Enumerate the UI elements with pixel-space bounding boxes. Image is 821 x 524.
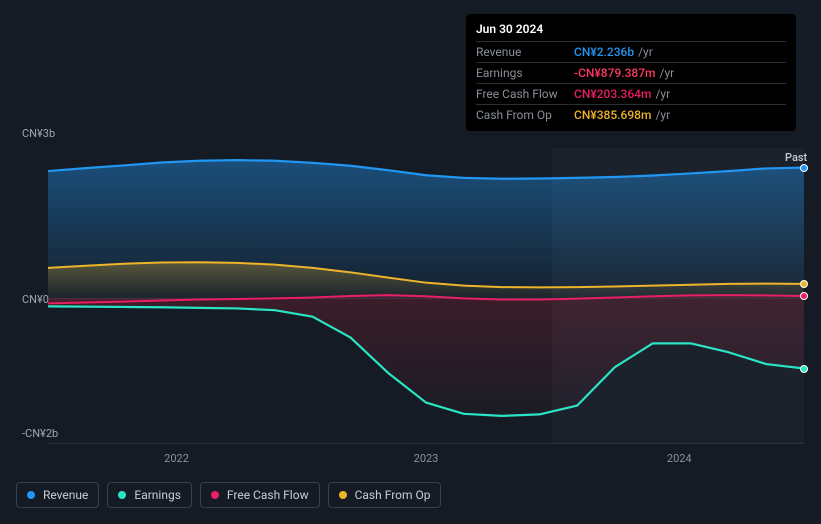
legend-item-label: Revenue [43,488,88,502]
legend-item-label: Free Cash Flow [227,488,309,502]
legend-dot-icon [118,491,126,499]
tooltip-row-unit: /yr [655,87,670,101]
series-end-marker [800,280,808,288]
legend-dot-icon [211,491,219,499]
series-end-marker [800,365,808,373]
past-label: Past [785,151,807,164]
tooltip-row-label: Revenue [476,45,574,59]
tooltip-row-label: Free Cash Flow [476,87,574,101]
tooltip-row-value: CN¥385.698m [574,108,651,122]
tooltip-row-unit: /yr [638,45,653,59]
x-axis-tick: 2024 [667,452,692,465]
series-end-marker [800,164,808,172]
legend-item-earnings[interactable]: Earnings [107,482,192,508]
chart-plot-area[interactable] [48,148,804,444]
tooltip-title: Jun 30 2024 [476,20,786,41]
legend: Revenue Earnings Free Cash Flow Cash From O… [16,482,441,508]
tooltip-row: Cash From Op CN¥385.698m /yr [476,104,786,125]
tooltip-row-unit: /yr [655,108,670,122]
legend-dot-icon [27,491,35,499]
legend-dot-icon [339,491,347,499]
y-axis-label: CN¥0 [22,293,49,306]
legend-item-label: Earnings [134,488,181,502]
tooltip-row-value: CN¥2.236b [574,45,634,59]
chart-tooltip: Jun 30 2024 Revenue CN¥2.236b /yr Earnin… [466,14,796,131]
legend-item-free-cash-flow[interactable]: Free Cash Flow [200,482,320,508]
tooltip-row-unit: /yr [660,66,675,80]
tooltip-row-value: -CN¥879.387m [574,66,656,80]
series-end-marker [800,292,808,300]
x-axis: 2022 2023 2024 [48,452,804,466]
legend-item-label: Cash From Op [355,488,431,502]
legend-item-cash-from-op[interactable]: Cash From Op [328,482,442,508]
tooltip-row: Revenue CN¥2.236b /yr [476,41,786,62]
tooltip-row-label: Cash From Op [476,108,574,122]
legend-item-revenue[interactable]: Revenue [16,482,99,508]
tooltip-row: Free Cash Flow CN¥203.364m /yr [476,83,786,104]
tooltip-row-label: Earnings [476,66,574,80]
tooltip-row-value: CN¥203.364m [574,87,651,101]
tooltip-row: Earnings -CN¥879.387m /yr [476,62,786,83]
x-axis-tick: 2023 [414,452,439,465]
x-axis-tick: 2022 [164,452,189,465]
y-axis-label: CN¥3b [22,127,55,140]
